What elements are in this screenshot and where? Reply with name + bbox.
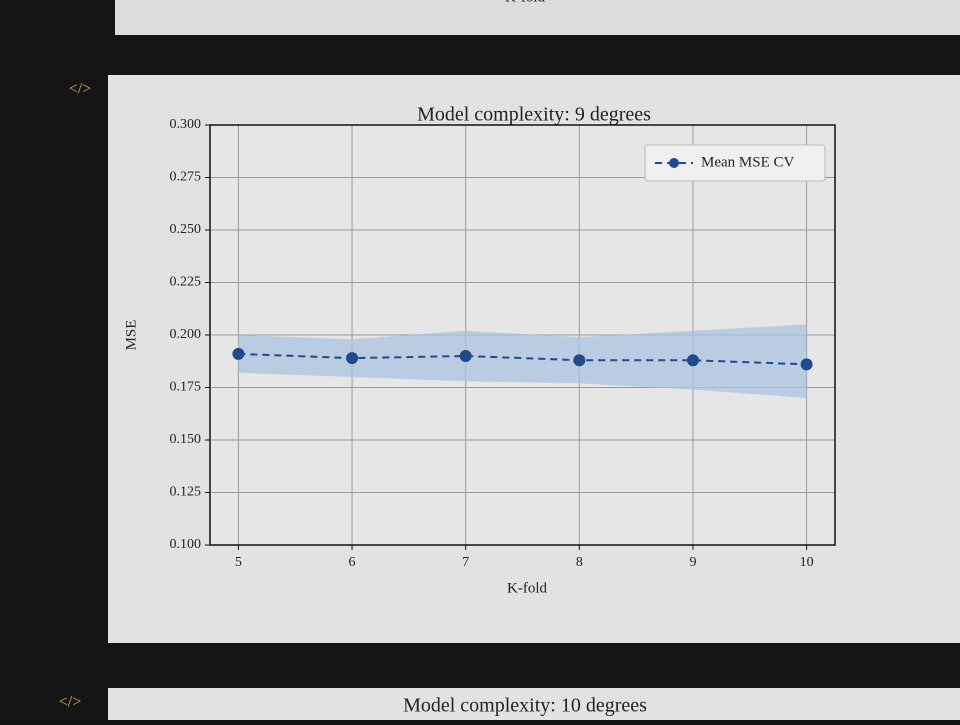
legend-marker [669,158,679,168]
point [573,354,586,367]
legend-box [644,144,826,182]
x-tick-label: 5 [235,555,242,570]
next-title: Model complexity: 10 degrees [403,695,647,717]
point [459,350,472,362]
y-tick-label: 0.225 [170,275,202,290]
x-tick-label: 9 [689,555,696,570]
x-tick-label: 8 [576,555,583,570]
x-tick-label: 7 [462,555,469,570]
y-tick-label: 0.275 [170,170,202,185]
point [232,347,245,360]
y-tick-label: 0.150 [170,432,202,447]
y-tick-label: 0.200 [170,327,202,342]
y-tick-label: 0.100 [170,537,202,552]
point [346,352,359,365]
std-band [238,324,807,398]
next-panel [108,688,960,725]
code-icon[interactable]: </> [69,81,92,98]
chart: Model complexity: 9 degrees K-fold MSE 0… [123,104,836,596]
y-tick-label: 0.300 [170,117,202,132]
y-tick-label: 0.250 [170,222,202,237]
mean-line [238,352,807,366]
y-tick-label: 0.175 [170,380,202,395]
x-tick-label: 6 [349,555,356,570]
y-axis-label: MSE [123,320,139,351]
chart-title: Model complexity: 9 degrees [417,104,651,126]
y-tick-label: 0.125 [170,485,202,500]
point [686,354,699,367]
plot-frame [209,124,836,546]
legend-label: Mean MSE CV [701,154,795,170]
code-icon[interactable]: </> [59,694,82,711]
x-tick-label: 10 [800,555,814,570]
previous-panel [115,0,960,35]
x-axis-label: K-fold [507,580,547,596]
point [800,358,813,371]
previous-axis-label: K-fold [505,0,545,5]
